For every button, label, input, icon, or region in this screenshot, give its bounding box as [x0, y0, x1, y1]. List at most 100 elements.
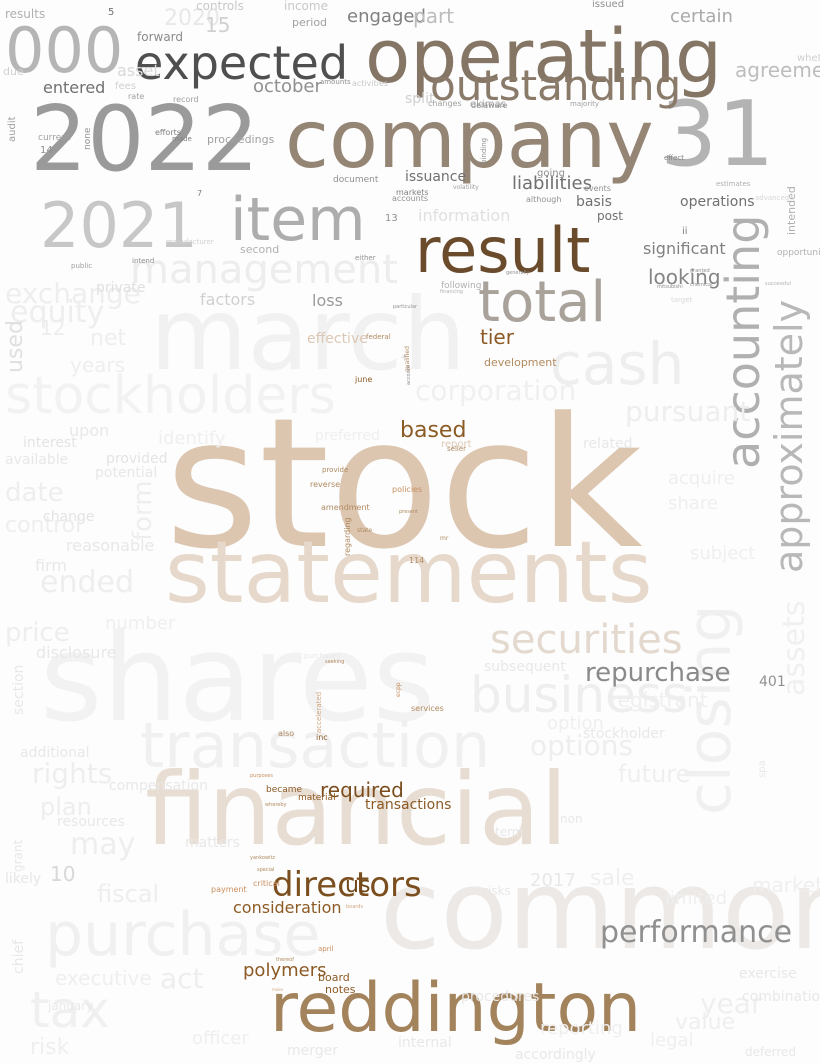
- word-cloud-word: executive: [55, 966, 152, 990]
- word-cloud-word: 114: [409, 556, 425, 565]
- word-cloud-word: changes: [428, 99, 462, 108]
- word-cloud-word: purchased: [304, 652, 341, 660]
- word-cloud-word: operations: [680, 194, 755, 210]
- word-cloud-word: directors: [272, 865, 422, 905]
- word-cloud-word: inc: [316, 733, 328, 742]
- word-cloud-word: march: [150, 276, 466, 393]
- word-cloud-word: none: [83, 127, 93, 150]
- word-cloud-word: term: [495, 825, 524, 839]
- word-cloud-word: generally: [506, 270, 530, 276]
- word-cloud-word: disclosure: [36, 643, 117, 662]
- word-cloud-word: january: [48, 999, 94, 1013]
- word-cloud-word: ended: [40, 565, 135, 600]
- word-cloud-word: rate: [128, 92, 145, 101]
- word-cloud-word: markets: [396, 188, 429, 197]
- word-cloud-word: made: [172, 135, 192, 143]
- word-cloud-word: shares: [40, 610, 436, 749]
- word-cloud-word: used: [3, 320, 28, 373]
- word-cloud-word: 15: [205, 13, 231, 37]
- word-cloud-word: market: [752, 873, 820, 897]
- word-cloud-word: stock: [165, 380, 643, 589]
- word-cloud-word: exchange: [5, 277, 141, 310]
- word-cloud-word: accordingly: [515, 1047, 596, 1063]
- word-cloud-word: option: [547, 713, 604, 734]
- word-cloud-word: tax: [30, 981, 110, 1039]
- word-cloud-word: exercise: [739, 966, 797, 982]
- word-cloud-word: majority: [570, 100, 600, 108]
- word-cloud-word: april: [318, 945, 334, 953]
- word-cloud-word: stockholder: [583, 726, 665, 742]
- word-cloud-word: stockholders: [5, 366, 336, 426]
- word-cloud-word: operating: [365, 14, 722, 100]
- word-cloud-word: fiscal: [97, 880, 160, 908]
- word-cloud-word: thereof: [276, 957, 295, 963]
- word-cloud-word: transaction: [140, 709, 491, 782]
- word-cloud-word: officer: [192, 1028, 249, 1049]
- word-cloud-word: mitsubishi: [657, 284, 683, 290]
- word-cloud-word: reporting: [540, 1018, 623, 1039]
- word-cloud-word: loss: [312, 291, 343, 310]
- word-cloud-word: value: [675, 1010, 736, 1035]
- word-cloud-word: amounts: [320, 78, 351, 86]
- word-cloud-word: engaged: [347, 6, 426, 27]
- word-cloud-word: combination: [742, 989, 820, 1005]
- word-cloud-word: potential: [95, 465, 158, 481]
- word-cloud-word: based: [400, 418, 467, 443]
- word-cloud-word: years: [70, 353, 126, 377]
- word-cloud-word: state: [357, 527, 373, 534]
- word-cloud-word: pursuant: [625, 395, 751, 428]
- word-cloud-word: price: [5, 618, 70, 648]
- word-cloud-word: successful: [765, 281, 791, 287]
- word-cloud-word: subsequent: [484, 659, 566, 675]
- word-cloud-word: effective: [307, 331, 368, 347]
- word-cloud-word: sale: [590, 866, 635, 891]
- word-cloud-word: binding: [480, 137, 488, 164]
- word-cloud-word: period: [292, 16, 328, 29]
- word-cloud-word: issuance: [405, 169, 467, 185]
- word-cloud-word: activities: [352, 79, 389, 88]
- word-cloud-word: certain: [670, 6, 733, 27]
- word-cloud-word: date: [5, 478, 64, 508]
- word-cloud-word: equity: [10, 295, 105, 330]
- word-cloud-word: available: [5, 452, 69, 468]
- word-cloud-word: october: [253, 76, 322, 97]
- word-cloud-word: due: [3, 65, 24, 78]
- word-cloud-word: 31: [660, 82, 775, 187]
- word-cloud-word: act: [160, 962, 204, 995]
- word-cloud-word: although: [526, 195, 562, 204]
- word-cloud-word: forward: [137, 30, 184, 44]
- word-cloud-word: payment: [211, 885, 247, 894]
- word-cloud-word: matters: [185, 835, 240, 851]
- word-cloud-word: going: [537, 168, 565, 179]
- word-cloud-word: us: [345, 873, 371, 898]
- word-cloud-word: mr: [440, 535, 449, 542]
- word-cloud-word: 2022: [30, 87, 260, 192]
- word-cloud-word: 12: [40, 316, 66, 340]
- word-cloud-word: regarding: [343, 517, 352, 556]
- word-cloud-word: 401: [759, 674, 786, 690]
- word-cloud-word: ii: [682, 226, 688, 237]
- word-cloud-word: accounts: [392, 194, 429, 203]
- word-cloud-word: net: [90, 326, 127, 351]
- word-cloud-word: approximately: [767, 299, 811, 573]
- word-cloud-word: spa: [757, 760, 768, 778]
- word-cloud-word: identify: [158, 428, 226, 449]
- word-cloud-word: form: [128, 480, 158, 541]
- word-cloud-word: item: [230, 185, 366, 255]
- word-cloud-word: upon: [69, 421, 110, 440]
- word-cloud-word: basis: [576, 194, 612, 210]
- word-cloud-word: registrant: [610, 688, 708, 712]
- word-cloud-word: following: [441, 281, 482, 291]
- word-cloud-word: resources: [57, 814, 125, 830]
- word-cloud-word: limited: [665, 888, 728, 909]
- word-cloud-word: federal: [366, 333, 391, 341]
- word-cloud-word: second: [240, 243, 280, 256]
- word-cloud-word: events: [584, 184, 611, 193]
- word-cloud-word: record: [173, 95, 199, 104]
- word-cloud-word: change: [43, 509, 95, 525]
- word-cloud-word: chemical: [690, 282, 713, 288]
- word-cloud-word: amendment: [321, 503, 370, 512]
- word-cloud-word: public: [71, 262, 93, 270]
- word-cloud-word: chief: [11, 939, 27, 974]
- word-cloud-word: compensation: [109, 778, 208, 794]
